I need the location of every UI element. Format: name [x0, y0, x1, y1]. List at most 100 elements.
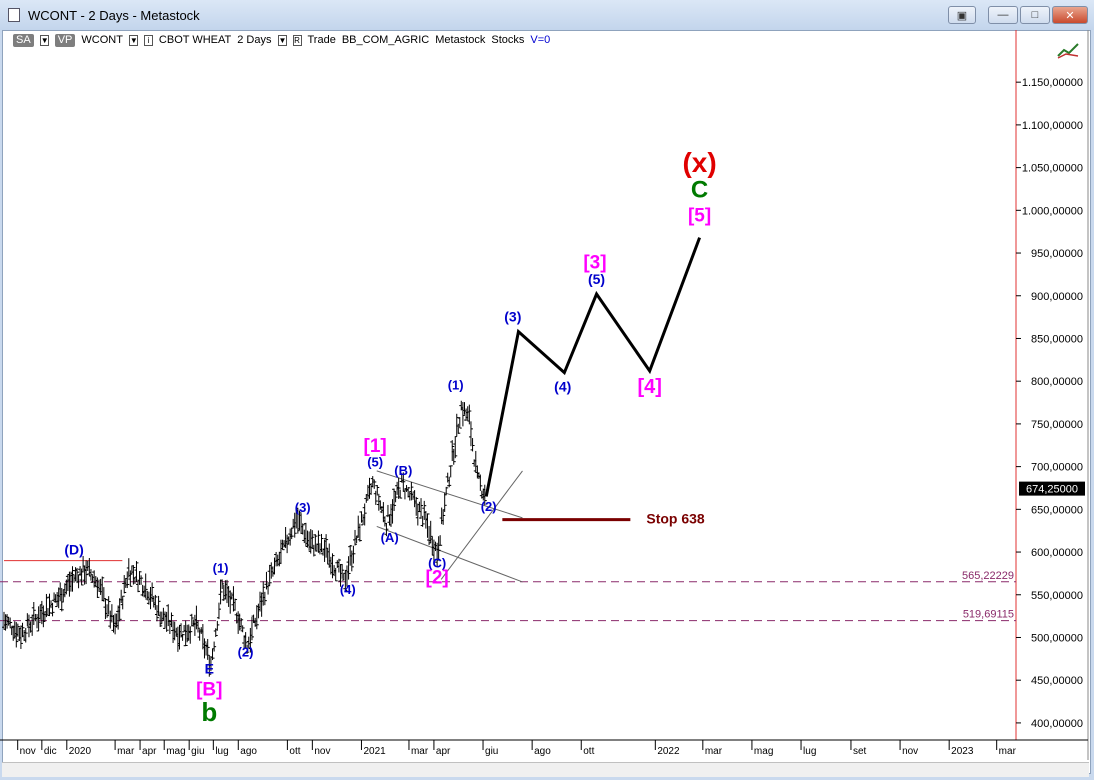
wave-label: (A) — [381, 530, 399, 545]
y-tick-label: 1.150,00000 — [1022, 77, 1083, 89]
y-tick-label: 650,00000 — [1031, 504, 1083, 516]
wave-label: [3] — [583, 252, 606, 273]
wave-label: (x) — [682, 147, 716, 178]
refresh-icon[interactable]: R — [292, 34, 302, 46]
y-tick-label: 1.100,00000 — [1022, 120, 1083, 132]
wave-label: [5] — [688, 205, 711, 226]
wave-label: (B) — [394, 463, 412, 478]
y-tick-label: 600,00000 — [1031, 547, 1083, 559]
wave-label: (1) — [213, 561, 229, 576]
volume-setting: V=0 — [530, 34, 551, 46]
x-tick-label: mar — [999, 746, 1017, 757]
channel-line — [440, 470, 523, 580]
x-tick-label: 2021 — [363, 746, 386, 757]
trade-label[interactable]: Trade — [307, 34, 336, 46]
x-tick-label: set — [853, 746, 867, 757]
wave-label: C — [691, 177, 708, 204]
x-tick-label: dic — [44, 746, 57, 757]
channel-line — [376, 470, 523, 519]
x-tick-label: apr — [142, 746, 157, 757]
chart-area[interactable]: SA ▼ VP WCONT ▼ i CBOT WHEAT 2 Days ▼ R … — [2, 30, 1091, 774]
wave-label: (3) — [295, 500, 311, 515]
y-tick-label: 750,00000 — [1031, 419, 1083, 431]
period-dropdown-icon[interactable]: ▼ — [277, 34, 287, 46]
x-tick-label: lug — [803, 746, 816, 757]
wave-label: [B] — [196, 680, 222, 701]
wave-label: (5) — [367, 455, 383, 470]
wave-label: (D) — [64, 542, 83, 558]
chart-toolbar: SA ▼ VP WCONT ▼ i CBOT WHEAT 2 Days ▼ R … — [13, 32, 550, 48]
x-tick-label: 2020 — [69, 746, 92, 757]
wave-label: (1) — [448, 378, 464, 393]
x-tick-label: 2023 — [951, 746, 974, 757]
kind-label: Stocks — [491, 34, 525, 46]
security-name: CBOT WHEAT — [158, 34, 232, 46]
wave-label: (2) — [481, 499, 497, 514]
x-tick-label: ago — [534, 746, 551, 757]
x-tick-label: mag — [754, 746, 773, 757]
channel-line — [376, 525, 523, 583]
retracement-label: 565,22229 — [962, 570, 1014, 582]
vp-button[interactable]: VP — [54, 33, 76, 47]
x-tick-label: lug — [215, 746, 228, 757]
wave-label: [2] — [426, 568, 449, 589]
x-tick-label: giu — [485, 746, 498, 757]
symbol-dropdown-icon[interactable]: ▼ — [128, 34, 138, 46]
document-icon — [8, 8, 20, 22]
trend-glyph — [1057, 43, 1079, 57]
plot-area — [4, 48, 1016, 740]
y-tick-label: 850,00000 — [1031, 333, 1083, 345]
y-tick-label: 1.000,00000 — [1022, 205, 1083, 217]
wave-label: E — [205, 660, 214, 676]
x-tick-label: ott — [289, 746, 300, 757]
x-tick-label: mar — [705, 746, 723, 757]
wave-label: [4] — [637, 376, 661, 398]
y-tick-label: 800,00000 — [1031, 376, 1083, 388]
x-tick-label: nov — [20, 746, 36, 757]
sa-dropdown-icon[interactable]: ▼ — [39, 34, 49, 46]
x-tick-label: 2022 — [657, 746, 680, 757]
maximize-button[interactable]: □ — [1020, 6, 1050, 24]
minimize-button[interactable]: — — [988, 6, 1018, 24]
wave-label: (C) — [428, 555, 446, 570]
wave-label: (5) — [588, 271, 605, 287]
app-label: Metastock — [435, 34, 486, 46]
x-tick-label: ago — [240, 746, 257, 757]
window-title: WCONT - 2 Days - Metastock — [28, 8, 200, 23]
last-price-box — [1019, 481, 1085, 496]
title-bar[interactable]: WCONT - 2 Days - Metastock ▣ — □ ✕ — [0, 0, 1094, 30]
x-tick-label: mar — [117, 746, 135, 757]
x-tick-label: nov — [902, 746, 918, 757]
price-bars — [2, 400, 487, 677]
trend-glyph — [1057, 53, 1079, 59]
projection-path — [484, 237, 702, 497]
x-tick-label: mag — [166, 746, 185, 757]
wave-label: [1] — [364, 436, 387, 457]
x-tick-label: apr — [436, 746, 451, 757]
y-tick-label: 400,00000 — [1031, 718, 1083, 730]
wave-label: (4) — [340, 582, 356, 597]
x-tick-label: mar — [411, 746, 429, 757]
y-tick-label: 1.050,00000 — [1022, 163, 1083, 175]
source-label: BB_COM_AGRIC — [341, 34, 430, 46]
x-tick-label: ott — [583, 746, 594, 757]
y-tick-label: 900,00000 — [1031, 291, 1083, 303]
sa-button[interactable]: SA — [13, 33, 34, 47]
wave-label: (3) — [504, 308, 521, 324]
y-tick-label: 550,00000 — [1031, 590, 1083, 602]
info-icon[interactable]: i — [143, 34, 153, 46]
retracement-label: 519,69115 — [963, 609, 1014, 621]
symbol-label: WCONT — [81, 34, 123, 46]
window-controls: ▣ — □ ✕ — [948, 6, 1088, 24]
period-label: 2 Days — [237, 34, 272, 46]
close-button[interactable]: ✕ — [1052, 6, 1088, 24]
restore-chart-icon[interactable]: ▣ — [948, 6, 976, 24]
x-tick-label: giu — [191, 746, 204, 757]
chart-tools-icon[interactable] — [1057, 43, 1079, 59]
scrollbar[interactable] — [2, 762, 1089, 777]
y-tick-label: 700,00000 — [1031, 462, 1083, 474]
stop-label: Stop 638 — [646, 511, 705, 527]
last-price-label: 674,25000 — [1026, 484, 1078, 496]
